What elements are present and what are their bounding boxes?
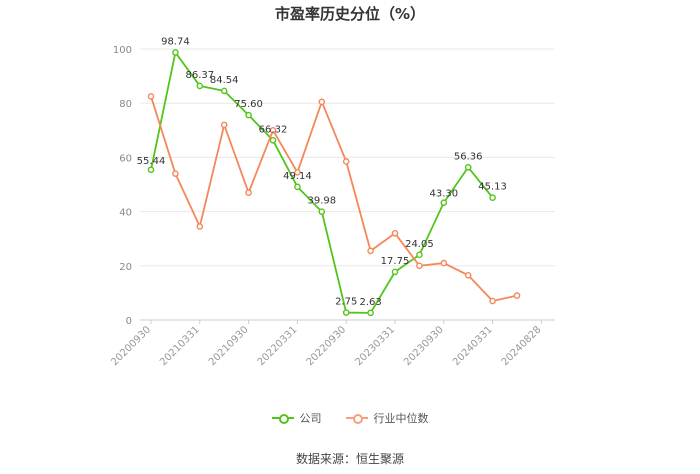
data-point-company [489,194,496,201]
data-label-company: 66.32 [259,124,288,135]
data-point-company [196,82,204,90]
data-point-industry-median [245,189,252,196]
legend-swatch-industry-median [345,413,368,424]
data-point-company [269,136,277,144]
data-label-company: 84.54 [210,75,239,86]
data-point-company [172,49,179,56]
y-tick-label: 40 [119,208,132,219]
data-point-industry-median [318,98,326,106]
data-label-company: 43.30 [429,189,458,200]
data-point-industry-median [440,259,448,267]
chart-title: 市盈率历史分位（%） [274,5,426,23]
data-point-company [391,268,399,276]
x-tick-label: 20240331 [451,324,495,368]
x-tick-label: 20200930 [109,324,153,368]
data-label-company: 2.75 [335,297,357,308]
data-point-company [464,163,472,171]
y-tick-label: 0 [126,316,132,327]
data-point-industry-median [391,229,399,237]
x-tick-label: 20210331 [158,324,202,368]
data-point-industry-median [416,262,423,270]
data-label-company: 49.14 [283,171,312,182]
data-label-company: 56.36 [454,151,483,162]
data-point-industry-median [489,297,496,305]
data-label-company: 98.74 [161,36,190,47]
data-point-industry-median [367,247,374,255]
data-point-industry-median [172,170,179,177]
data-point-industry-median [147,93,155,100]
data-point-company [440,199,448,206]
y-tick-label: 60 [119,153,132,164]
data-point-industry-median [294,169,301,176]
legend-item-industry-median[interactable]: 行业中位数 [345,410,429,426]
x-tick-label: 20210930 [207,324,251,368]
data-source-note: 数据来源：恒生聚源 [295,452,404,466]
y-tick-label: 20 [119,262,132,273]
data-point-industry-median [196,223,204,230]
data-point-industry-median [342,158,350,165]
x-tick-label: 20230930 [402,324,446,368]
data-label-company: 24.05 [405,239,434,250]
data-label-company: 17.75 [381,256,410,267]
data-point-company [245,111,252,119]
legend-swatch-company [271,413,294,424]
data-label-company: 39.98 [307,196,336,207]
data-label-company: 2.63 [359,297,381,308]
series-line-industry-median [150,96,518,303]
legend-label-company: 公司 [299,412,322,425]
legend-item-company[interactable]: 公司 [271,410,322,426]
data-point-industry-median [220,121,228,129]
y-tick-label: 100 [113,45,132,56]
legend-label-industry-median: 行业中位数 [373,412,429,425]
x-tick-label: 20220331 [256,324,300,368]
x-tick-label: 20220930 [305,324,349,368]
data-point-company [220,87,228,95]
data-point-industry-median [513,292,521,299]
data-label-company: 75.60 [234,99,263,110]
data-point-company [147,166,155,174]
data-point-industry-median [269,127,277,134]
data-label-company: 45.13 [478,182,507,193]
data-point-company [342,309,350,316]
data-point-industry-median [464,271,472,279]
x-tick-label: 20240828 [500,324,544,368]
data-label-company: 86.37 [185,70,214,81]
data-label-company: 55.44 [137,156,166,167]
x-tick-label: 20230331 [353,324,397,368]
series-line-company [150,50,494,314]
data-point-company [367,309,374,317]
data-point-company [416,251,423,259]
data-point-company [318,208,326,215]
chart-legend: 公司 行业中位数 [0,410,700,426]
data-point-company [294,183,301,191]
y-tick-label: 80 [119,99,132,110]
